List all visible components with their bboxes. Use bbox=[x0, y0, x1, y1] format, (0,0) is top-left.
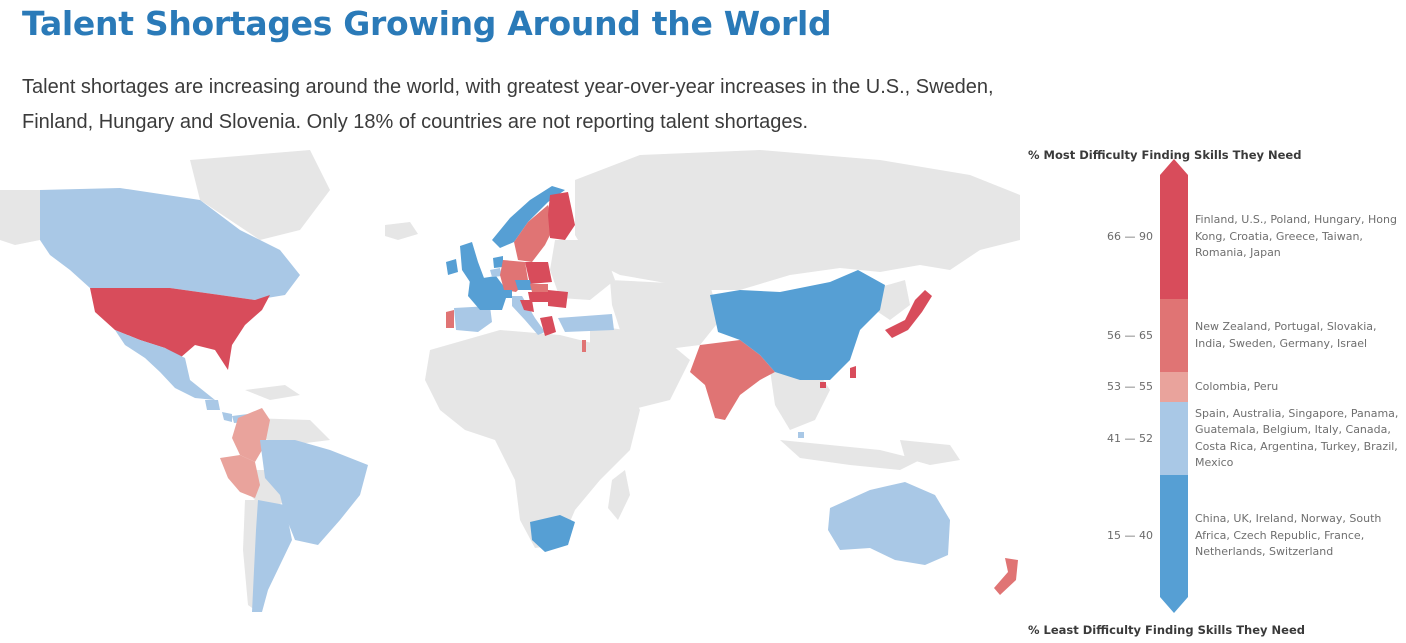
country-hong-kong bbox=[820, 382, 826, 388]
country-south-africa bbox=[530, 515, 575, 552]
legend-band-range: 66 — 90 bbox=[1107, 230, 1153, 243]
country-hungary bbox=[528, 292, 548, 302]
country-taiwan bbox=[850, 366, 856, 378]
country-shapes bbox=[40, 186, 1018, 612]
greenland bbox=[190, 150, 330, 240]
country-china bbox=[710, 270, 885, 380]
page-subtitle: Talent shortages are increasing around t… bbox=[22, 76, 994, 133]
country-india bbox=[690, 340, 775, 420]
country-us bbox=[90, 288, 270, 370]
country-new-zealand bbox=[994, 558, 1018, 595]
page-title: Talent Shortages Growing Around the Worl… bbox=[22, 4, 832, 43]
country-netherlands bbox=[493, 256, 503, 268]
legend-band-countries: China, UK, Ireland, Norway, South Africa… bbox=[1195, 512, 1382, 559]
alaska-region bbox=[0, 190, 40, 245]
legend-band-countries: Colombia, Peru bbox=[1195, 379, 1279, 393]
legend: % Most Difficulty Finding Skills They Ne… bbox=[1020, 145, 1406, 643]
legend-band-swatch bbox=[1160, 299, 1188, 372]
country-switzerland bbox=[500, 290, 512, 298]
country-france bbox=[468, 276, 508, 310]
venezuela-guyana bbox=[250, 418, 330, 445]
country-poland bbox=[525, 262, 552, 284]
indonesia bbox=[780, 440, 920, 470]
legend-band-range: 53 — 55 bbox=[1107, 380, 1153, 393]
country-guatemala bbox=[205, 400, 220, 410]
new-guinea bbox=[900, 440, 960, 465]
country-greece bbox=[540, 316, 556, 336]
country-ireland bbox=[446, 259, 458, 275]
russia bbox=[575, 150, 1020, 290]
iceland bbox=[385, 222, 418, 240]
country-peru bbox=[220, 455, 260, 498]
central-america-carib bbox=[245, 385, 300, 400]
madagascar bbox=[608, 470, 630, 520]
country-australia bbox=[828, 482, 950, 565]
country-japan bbox=[885, 290, 932, 338]
legend-band-swatch bbox=[1160, 475, 1188, 613]
africa bbox=[425, 330, 640, 548]
country-colombia bbox=[232, 408, 270, 462]
country-romania bbox=[548, 290, 568, 308]
legend-bottom-label: % Least Difficulty Finding Skills They N… bbox=[1028, 623, 1305, 637]
country-finland bbox=[548, 192, 575, 240]
country-norway bbox=[492, 186, 565, 248]
country-belgium bbox=[490, 268, 502, 277]
legend-band-range: 15 — 40 bbox=[1107, 529, 1153, 542]
legend-band-swatch bbox=[1160, 372, 1188, 402]
country-canada bbox=[40, 188, 300, 300]
country-argentina bbox=[252, 500, 292, 612]
legend-band-countries: New Zealand, Portugal, Slovakia, India, … bbox=[1195, 320, 1377, 350]
legend-band-countries: Finland, U.S., Poland, Hungary, Hong Kon… bbox=[1195, 213, 1397, 260]
country-italy bbox=[512, 296, 545, 335]
no-data-land bbox=[0, 150, 1020, 610]
europe-east bbox=[550, 240, 615, 300]
country-slovakia bbox=[530, 284, 548, 292]
country-croatia bbox=[520, 300, 534, 312]
legend-top-label: % Most Difficulty Finding Skills They Ne… bbox=[1028, 148, 1302, 162]
country-sweden bbox=[514, 205, 555, 262]
country-israel bbox=[582, 340, 586, 352]
legend-color-bar bbox=[1160, 159, 1188, 613]
country-turkey bbox=[558, 314, 614, 332]
legend-band-swatch bbox=[1160, 402, 1188, 475]
country-costa-rica bbox=[222, 412, 232, 422]
country-uk bbox=[460, 242, 484, 282]
country-singapore bbox=[798, 432, 804, 438]
legend-band-swatch bbox=[1160, 159, 1188, 299]
country-mexico bbox=[115, 330, 215, 400]
country-czech bbox=[515, 280, 532, 290]
legend-band-range: 56 — 65 bbox=[1107, 328, 1153, 342]
legend-band-range: 41 — 52 bbox=[1107, 431, 1153, 445]
country-portugal bbox=[446, 310, 454, 328]
country-spain bbox=[454, 306, 492, 332]
legend-band-countries: Spain, Australia, Singapore, Panama, Gua… bbox=[1195, 406, 1399, 470]
world-map bbox=[0, 150, 1020, 612]
